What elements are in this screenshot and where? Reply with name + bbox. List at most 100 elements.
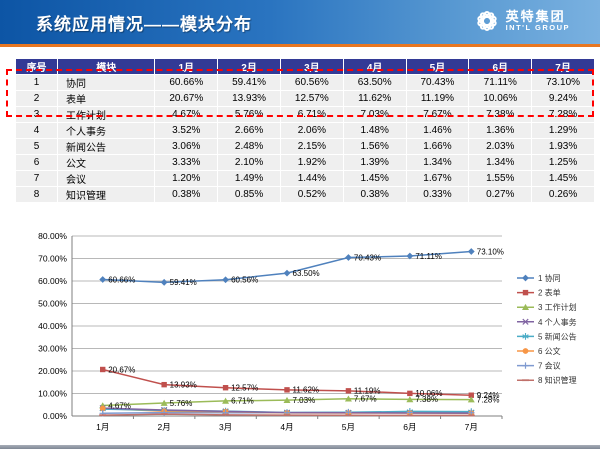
data-label: 71.11% (415, 252, 442, 261)
table-row: 3 工作计划 4.67% 5.76% 6.71% 7.03% 7.67% 7.38% 7.28% (16, 107, 594, 122)
table-container: 序号 模块 1月 2月 3月 4月 5月 6月 7月 1 协同 60.66% 59.41% 60.56% 6… (15, 58, 595, 203)
logo-text-en: INT'L GROUP (505, 22, 570, 32)
column-header: 1月 (155, 59, 218, 74)
data-label: 11.19% (354, 387, 381, 396)
row-number-cell: 2 (16, 91, 58, 106)
legend-label: 3 工作计划 (538, 302, 577, 312)
data-label: 70.43% (354, 253, 381, 262)
module-name-cell: 会议 (58, 171, 155, 186)
column-header: 模块 (58, 59, 155, 74)
table-row: 2 表单 20.67% 13.93% 12.57% 11.62% 11.19% 10.06% 9… (16, 91, 594, 106)
data-label: 6.71% (231, 397, 254, 406)
data-label: 59.41% (170, 278, 197, 287)
value-cell: 59.41% (218, 75, 280, 90)
value-cell: 0.38% (155, 187, 218, 202)
table-row: 5 新闻公告 3.06% 2.48% 2.15% 1.56% 1.66% 2.03% 1.93% (16, 139, 594, 154)
value-cell: 1.92% (280, 155, 343, 170)
y-tick-label: 70.00% (38, 254, 67, 264)
series-marker (283, 269, 291, 277)
y-tick-label: 0.00% (43, 411, 68, 421)
series-marker (467, 396, 475, 403)
table-row: 7 会议 1.20% 1.49% 1.44% 1.45% 1.67% 1.55% 1.45% (16, 171, 594, 186)
legend-label: 8 知识管理 (538, 375, 577, 385)
value-cell: 1.29% (532, 123, 594, 138)
x-tick-label: 7月 (465, 422, 478, 432)
value-cell: 1.93% (532, 139, 594, 154)
x-tick-label: 6月 (403, 422, 416, 432)
series-marker (522, 333, 529, 340)
series-marker (99, 276, 107, 283)
data-label: 13.93% (170, 380, 197, 389)
value-cell: 0.33% (406, 187, 469, 202)
value-cell: 2.03% (469, 139, 532, 154)
legend-label: 2 表单 (538, 288, 561, 298)
series-marker (344, 395, 352, 402)
value-cell: 60.56% (280, 75, 343, 90)
value-cell: 2.10% (218, 155, 280, 170)
data-label: 12.57% (231, 384, 258, 393)
value-cell: 10.06% (469, 91, 532, 106)
series-marker (522, 362, 529, 369)
value-cell: 1.67% (406, 171, 469, 186)
value-cell: 7.38% (469, 107, 532, 122)
value-cell: 1.46% (406, 123, 469, 138)
value-cell: 1.39% (343, 155, 406, 170)
value-cell: 3.52% (155, 123, 218, 138)
logo-text-cn: 英特集团 (505, 9, 566, 25)
x-tick-label: 3月 (219, 422, 232, 432)
series-marker (100, 366, 106, 373)
module-name-cell: 工作计划 (58, 107, 155, 122)
value-cell: 7.67% (406, 107, 469, 122)
value-cell: 13.93% (218, 91, 280, 106)
module-name-cell: 新闻公告 (58, 139, 155, 154)
value-cell: 20.67% (155, 91, 218, 106)
value-cell: 9.24% (532, 91, 594, 106)
row-number-cell: 6 (16, 155, 58, 170)
module-usage-table: 序号 模块 1月 2月 3月 4月 5月 6月 7月 1 协同 60.66% 59.41% 60.56% 6… (15, 58, 595, 203)
column-header: 7月 (532, 59, 594, 74)
x-tick-label: 4月 (280, 422, 293, 432)
row-number-cell: 5 (16, 139, 58, 154)
series-marker (160, 278, 168, 286)
value-cell: 1.55% (469, 171, 532, 186)
row-number-cell: 1 (16, 75, 58, 90)
series-marker (222, 397, 230, 404)
value-cell: 1.34% (469, 155, 532, 170)
value-cell: 11.19% (406, 91, 469, 106)
data-label: 7.28% (477, 395, 500, 404)
logo-text: 英特集团 INT'L GROUP (506, 10, 570, 32)
series-marker (522, 318, 529, 325)
series-marker (345, 254, 352, 261)
value-cell: 7.28% (532, 107, 594, 122)
series-marker (160, 399, 168, 406)
value-cell: 0.52% (280, 187, 343, 202)
value-cell: 2.06% (280, 123, 343, 138)
y-tick-label: 20.00% (38, 366, 67, 376)
series-marker (99, 405, 106, 412)
value-cell: 6.71% (280, 107, 343, 122)
data-label: 9.24% (477, 391, 500, 400)
series-marker (222, 385, 229, 391)
value-cell: 63.50% (343, 75, 406, 90)
series-marker (522, 303, 529, 310)
module-name-cell: 协同 (58, 75, 155, 90)
value-cell: 1.20% (155, 171, 218, 186)
value-cell: 0.38% (343, 187, 406, 202)
data-label: 7.03% (293, 396, 316, 405)
value-cell: 1.48% (343, 123, 406, 138)
module-name-cell: 知识管理 (58, 187, 155, 202)
series-marker (522, 274, 529, 282)
column-header: 序号 (16, 59, 58, 74)
data-label: 10.06% (415, 389, 442, 398)
value-cell: 71.11% (469, 75, 532, 90)
data-label: 63.50% (293, 269, 320, 278)
value-cell: 2.15% (280, 139, 343, 154)
y-tick-label: 10.00% (38, 389, 67, 399)
table-header-row: 序号 模块 1月 2月 3月 4月 5月 6月 7月 (16, 59, 594, 74)
value-cell: 0.26% (532, 187, 594, 202)
series-marker (406, 396, 414, 403)
row-number-cell: 8 (16, 187, 58, 202)
column-header: 3月 (280, 59, 343, 74)
value-cell: 5.76% (218, 107, 280, 122)
